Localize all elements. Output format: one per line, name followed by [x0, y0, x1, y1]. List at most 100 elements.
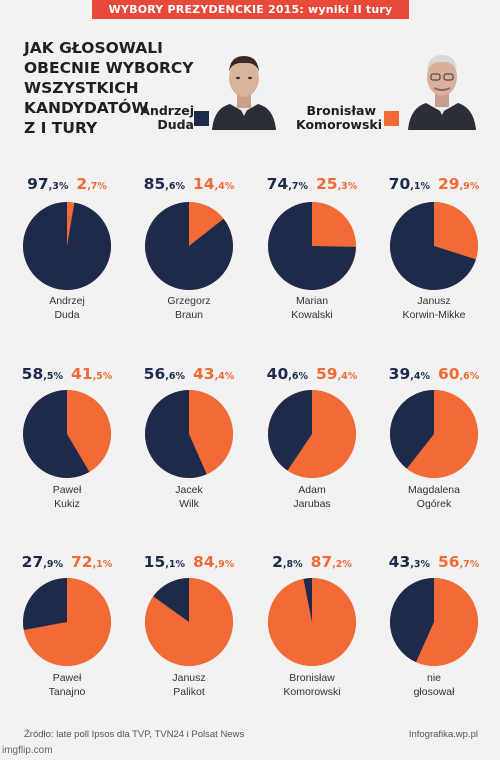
- pie-caption: Paweł Kukiz: [52, 484, 82, 510]
- duda-percent-integer: 97: [27, 175, 49, 193]
- pie-slice-komorowski: [312, 202, 356, 247]
- pie-slice-duda: [389, 202, 476, 290]
- pie-slice-komorowski: [416, 578, 478, 666]
- duda-percent-integer: 56: [143, 365, 166, 383]
- legend-duda-swatch: [194, 111, 209, 126]
- pie-percent-labels: 74,7% 25,3%: [262, 175, 362, 193]
- duda-percent-decimal: ,7%: [288, 181, 308, 192]
- duda-percent-label: 15,1%: [144, 553, 185, 571]
- komorowski-percent-decimal: ,6%: [459, 371, 480, 382]
- pie-slice-komorowski: [67, 390, 111, 472]
- pie-slice-komorowski: [189, 390, 234, 475]
- pie-slice-duda: [22, 390, 90, 478]
- komorowski-percent-integer: 2: [76, 175, 88, 193]
- pie-percent-labels: 70,1% 29,9%: [384, 175, 484, 193]
- komorowski-percent-decimal: ,7%: [459, 559, 480, 570]
- pie-slice-komorowski: [268, 578, 357, 666]
- pie-caption: Magdalena Ogórek: [408, 484, 460, 510]
- duda-percent-integer: 58: [21, 365, 44, 383]
- header-banner: WYBORY PREZYDENCKIE 2015: wyniki II tury: [92, 0, 409, 19]
- pie-svg: [389, 578, 478, 666]
- pie-svg: [389, 202, 478, 290]
- duda-percent-decimal: ,6%: [288, 371, 308, 382]
- komorowski-percent-label: 87,2%: [311, 553, 352, 571]
- source-note: Źródło: late poll Ipsos dla TVP, TVN24 i…: [24, 729, 245, 740]
- pie-caption: Andrzej Duda: [49, 295, 85, 321]
- komorowski-percent-integer: 14: [193, 175, 215, 193]
- komorowski-percent-label: 25,3%: [316, 175, 357, 193]
- duda-percent-decimal: ,3%: [48, 181, 69, 192]
- pie-chart: [22, 390, 111, 478]
- komorowski-percent-label: 72,1%: [71, 553, 112, 571]
- komorowski-photo-icon: [404, 42, 480, 130]
- pie-caption: nie głosował: [413, 672, 455, 698]
- pie-slice-komorowski: [67, 202, 75, 246]
- pie-chart: [389, 390, 478, 478]
- komorowski-percent-label: 14,4%: [193, 175, 234, 193]
- komorowski-percent-integer: 84: [193, 553, 215, 571]
- pie-percent-labels: 85,6% 14,4%: [139, 175, 239, 193]
- pie-chart: [267, 390, 356, 478]
- pie-svg: [23, 202, 112, 290]
- komorowski-percent-integer: 43: [193, 365, 215, 383]
- pie-slice-duda: [23, 578, 68, 630]
- pie-chart: [389, 578, 478, 666]
- legend-komorowski-swatch: [384, 111, 399, 126]
- legend-komorowski-label: Bronisław Komorowski: [296, 103, 383, 132]
- duda-percent-label: 56,6%: [144, 365, 185, 383]
- duda-photo-icon: [206, 42, 282, 130]
- pie-svg: [23, 578, 112, 666]
- pie-svg: [267, 390, 356, 478]
- duda-percent-label: 40,6%: [267, 365, 308, 383]
- pie-svg: [389, 390, 478, 478]
- duda-percent-integer: 85: [143, 175, 166, 193]
- duda-percent-decimal: ,1%: [410, 181, 430, 192]
- komorowski-percent-decimal: ,7%: [87, 181, 107, 192]
- komorowski-percent-integer: 87: [310, 553, 333, 571]
- pie-caption: Janusz Palikot: [172, 672, 206, 698]
- komorowski-percent-label: 43,4%: [193, 365, 234, 383]
- pie-caption: Paweł Tanajno: [48, 672, 86, 698]
- pie-svg: [145, 202, 234, 290]
- pie-caption: Jacek Wilk: [175, 484, 203, 510]
- duda-percent-decimal: ,9%: [43, 559, 63, 570]
- komorowski-percent-decimal: ,2%: [332, 559, 352, 570]
- pie-slice-komorowski: [189, 202, 224, 246]
- pie-svg: [22, 390, 111, 478]
- duda-percent-decimal: ,8%: [282, 559, 303, 570]
- komorowski-percent-decimal: ,9%: [459, 181, 480, 192]
- duda-percent-integer: 43: [388, 553, 411, 571]
- watermark: imgflip.com: [2, 745, 53, 756]
- duda-percent-label: 70,1%: [389, 175, 430, 193]
- pie-percent-labels: 97,3% 2,7%: [17, 175, 117, 193]
- pie-chart: [144, 578, 233, 666]
- page-title: JAK GŁOSOWALI OBECNIE WYBORCY WSZYSTKICH…: [24, 39, 194, 137]
- pie-caption: Marian Kowalski: [291, 295, 333, 321]
- pie-chart: [145, 390, 234, 478]
- komorowski-percent-decimal: ,1%: [92, 559, 113, 570]
- pie-slice-duda: [303, 578, 312, 622]
- pie-chart: [389, 202, 478, 290]
- komorowski-percent-label: 84,9%: [193, 553, 234, 571]
- pie-percent-labels: 15,1% 84,9%: [139, 553, 239, 571]
- pie-percent-labels: 58,5% 41,5%: [17, 365, 117, 383]
- duda-percent-label: 27,9%: [22, 553, 63, 571]
- duda-percent-integer: 40: [266, 365, 289, 383]
- duda-percent-label: 39,4%: [389, 365, 430, 383]
- duda-percent-label: 97,3%: [27, 175, 68, 193]
- komorowski-percent-integer: 59: [316, 365, 338, 383]
- duda-percent-decimal: ,1%: [165, 559, 185, 570]
- pie-slice-duda: [389, 390, 434, 469]
- duda-percent-integer: 27: [21, 553, 44, 571]
- duda-percent-label: 2,8%: [272, 553, 303, 571]
- pie-percent-labels: 43,3% 56,7%: [384, 553, 484, 571]
- komorowski-percent-label: 56,7%: [438, 553, 479, 571]
- pie-svg: [267, 202, 356, 290]
- pie-caption: Adam Jarubas: [293, 484, 331, 510]
- komorowski-percent-label: 59,4%: [316, 365, 357, 383]
- duda-percent-integer: 2: [272, 553, 283, 571]
- komorowski-percent-label: 2,7%: [76, 175, 107, 193]
- pie-chart: [23, 578, 112, 666]
- pie-percent-labels: 2,8% 87,2%: [262, 553, 362, 571]
- pie-percent-labels: 27,9% 72,1%: [17, 553, 117, 571]
